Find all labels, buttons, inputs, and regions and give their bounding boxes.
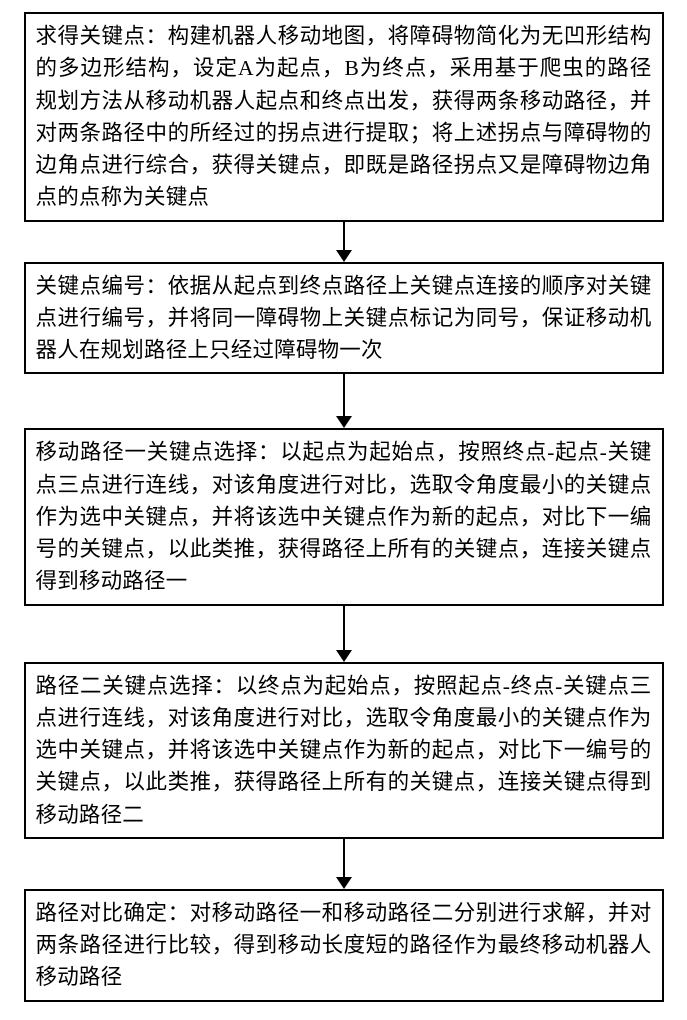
step-box-5: 路径对比确定：对移动路径一和移动路径二分别进行求解，并对两条路径进行比较，得到移… — [24, 889, 664, 1002]
arrow-2 — [329, 374, 359, 428]
arrow-3 — [329, 606, 359, 662]
flowchart: 求得关键点：构建机器人移动地图，将障碍物简化为无凹形结构的多边形结构，设定A为起… — [0, 0, 687, 1020]
arrow-4 — [329, 839, 359, 889]
step-text-3: 移动路径一关键点选择：以起点为起始点，按照终点-起点-关键点三点进行连线，对该角… — [36, 436, 652, 597]
step-text-1: 求得关键点：构建机器人移动地图，将障碍物简化为无凹形结构的多边形结构，设定A为起… — [36, 20, 652, 214]
arrow-1 — [329, 222, 359, 262]
step-box-1: 求得关键点：构建机器人移动地图，将障碍物简化为无凹形结构的多边形结构，设定A为起… — [24, 12, 664, 222]
step-box-4: 路径二关键点选择：以终点为起始点，按照起点-终点-关键点三点进行连线，对该角度进… — [24, 662, 664, 839]
step-box-2: 关键点编号：依据从起点到终点路径上关键点连接的顺序对关键点进行编号，并将同一障碍… — [24, 262, 664, 375]
step-text-2: 关键点编号：依据从起点到终点路径上关键点连接的顺序对关键点进行编号，并将同一障碍… — [36, 270, 652, 367]
step-text-4: 路径二关键点选择：以终点为起始点，按照起点-终点-关键点三点进行连线，对该角度进… — [36, 670, 652, 831]
step-text-5: 路径对比确定：对移动路径一和移动路径二分别进行求解，并对两条路径进行比较，得到移… — [36, 897, 652, 994]
step-box-3: 移动路径一关键点选择：以起点为起始点，按照终点-起点-关键点三点进行连线，对该角… — [24, 428, 664, 605]
